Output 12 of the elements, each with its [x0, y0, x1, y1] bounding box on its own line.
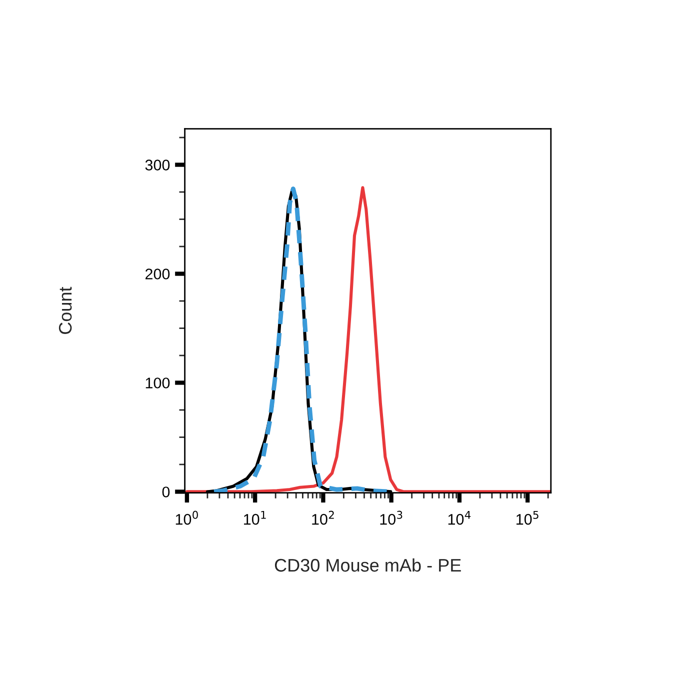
- x-tick-label: 10$^{0}$: [176, 510, 198, 525]
- y-axis-title: Count: [58, 286, 72, 334]
- y-tick-label: 100: [146, 378, 170, 388]
- y-tick-label: 300: [145, 160, 170, 170]
- x-axis-title: CD30 Mouse mAb - PE: [274, 558, 461, 572]
- x-tick-label: 10$^{1}$: [244, 510, 266, 525]
- x-tick-label: 10$^{4}$: [448, 510, 471, 525]
- y-tick-label: 0: [162, 486, 170, 498]
- x-tick-label: 10$^{2}$: [312, 510, 334, 525]
- x-tick-label: 10$^{5}$: [516, 510, 538, 525]
- x-tick-label: 10$^{3}$: [380, 510, 402, 525]
- y-tick-label: 200: [146, 268, 170, 280]
